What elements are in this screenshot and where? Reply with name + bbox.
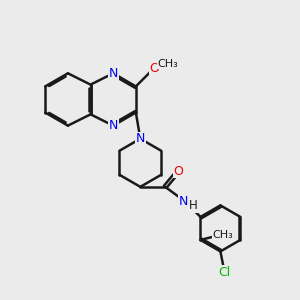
Text: N: N bbox=[178, 195, 188, 208]
Text: CH₃: CH₃ bbox=[212, 230, 233, 241]
Text: N: N bbox=[109, 119, 118, 132]
Text: O: O bbox=[173, 165, 183, 178]
Text: H: H bbox=[189, 199, 197, 212]
Text: O: O bbox=[149, 61, 159, 75]
Text: N: N bbox=[109, 67, 118, 80]
Text: Cl: Cl bbox=[218, 266, 230, 279]
Text: CH₃: CH₃ bbox=[157, 58, 178, 69]
Text: N: N bbox=[136, 132, 145, 145]
